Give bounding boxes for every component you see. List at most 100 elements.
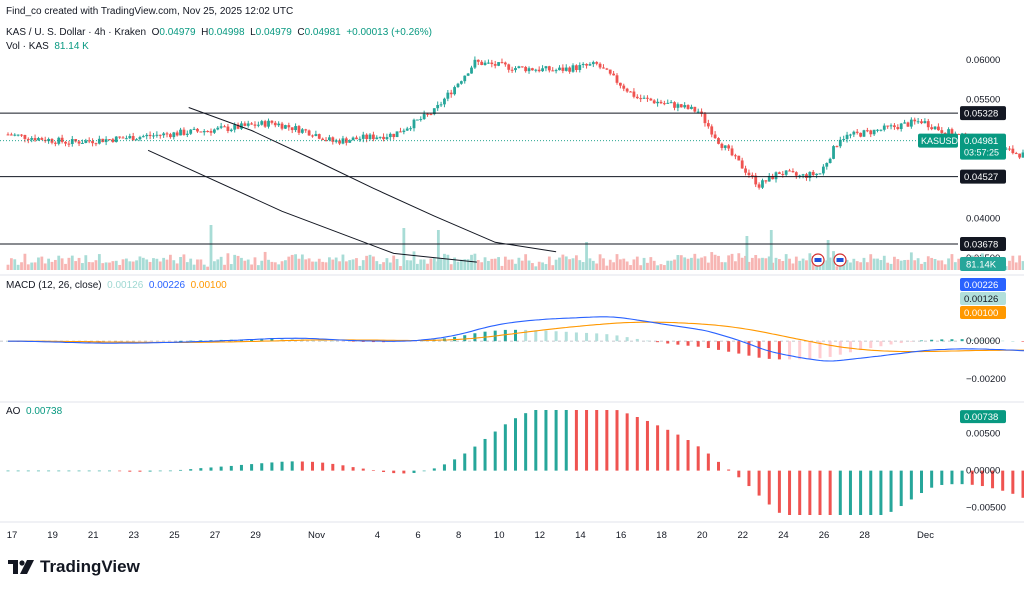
ao-bar xyxy=(422,470,426,472)
candle-body xyxy=(676,104,680,108)
volume-bar xyxy=(40,256,44,270)
candle-body xyxy=(703,113,707,124)
candle-body xyxy=(747,172,751,176)
volume-bar xyxy=(869,254,873,270)
candle-body xyxy=(128,136,132,139)
ao-bar xyxy=(371,470,375,471)
volume-bar xyxy=(957,258,961,270)
volume-bar xyxy=(923,261,927,270)
volume-bar xyxy=(443,253,446,270)
ao-bar xyxy=(666,429,670,471)
tradingview-logo[interactable]: TradingView xyxy=(8,557,140,577)
ao-bar xyxy=(1011,470,1015,494)
volume-bar xyxy=(659,264,663,270)
volume-bar xyxy=(141,257,145,270)
macd-histogram-bar xyxy=(514,329,517,342)
volume-bar xyxy=(236,255,240,270)
ao-bar xyxy=(747,470,751,487)
volume-bar xyxy=(686,258,690,270)
volume-bar xyxy=(723,262,727,270)
candle-body xyxy=(808,171,812,178)
candle-body xyxy=(466,73,470,76)
low-value: 0.04979 xyxy=(255,27,292,38)
volume-bar xyxy=(547,256,551,270)
macd-histogram-bar xyxy=(717,341,720,350)
candle-body xyxy=(453,87,456,95)
macd-histogram-bar xyxy=(341,341,345,342)
macd-histogram-bar xyxy=(848,341,852,353)
candle-body xyxy=(882,125,886,130)
volume-bar xyxy=(642,257,646,270)
volume-bar xyxy=(815,263,819,270)
candle-body xyxy=(690,106,693,109)
volume-bar xyxy=(300,254,304,270)
volume-bar xyxy=(673,259,676,270)
candle-body xyxy=(510,69,514,71)
ao-bar xyxy=(706,453,710,471)
ao-bar xyxy=(47,470,51,472)
candle-body xyxy=(138,137,142,140)
macd-histogram-bar xyxy=(635,338,639,342)
level-tag xyxy=(960,236,1006,251)
volume-bar xyxy=(767,256,771,270)
macd-histogram-bar xyxy=(909,341,913,342)
macd-histogram-bar xyxy=(991,340,995,342)
candle-body xyxy=(537,69,541,72)
candle-body xyxy=(23,134,27,139)
ao-bar xyxy=(250,464,254,471)
volume-bar xyxy=(639,265,643,270)
volume-bar xyxy=(730,253,734,270)
volume-bar xyxy=(679,255,683,270)
x-axis-label: 21 xyxy=(88,530,99,541)
volume-bar xyxy=(179,256,182,270)
volume-bar xyxy=(507,259,511,270)
ao-bar xyxy=(229,465,233,471)
macd-histogram-bar xyxy=(869,341,873,349)
macd-histogram-bar xyxy=(686,341,690,346)
ao-bar xyxy=(463,453,467,471)
volume-bar xyxy=(125,258,128,270)
ao-bar xyxy=(838,470,842,515)
ao-bar xyxy=(67,470,71,472)
volume-bar xyxy=(531,263,534,270)
candle-body xyxy=(26,138,30,140)
ao-bar xyxy=(818,470,822,515)
candle-body xyxy=(459,81,463,84)
volume-bar xyxy=(470,254,473,270)
candle-body xyxy=(514,68,517,71)
candle-body xyxy=(344,138,348,143)
ao-tag xyxy=(960,410,1006,424)
ao-bar xyxy=(432,468,436,471)
volume-bar xyxy=(155,258,159,270)
ao-bar xyxy=(544,410,548,471)
candle-body xyxy=(446,92,450,99)
candle-body xyxy=(317,134,321,139)
candle-body xyxy=(287,125,291,128)
volume-bar xyxy=(148,261,152,270)
ao-bar xyxy=(767,470,771,505)
candle-body xyxy=(500,62,504,64)
volume-bar xyxy=(595,263,599,270)
volume-bar xyxy=(77,257,81,270)
volume-bar xyxy=(703,256,707,270)
ao-bar xyxy=(605,410,609,471)
volume-bar xyxy=(544,264,548,270)
volume-bar xyxy=(399,266,402,270)
volume-bar xyxy=(503,256,507,270)
level-tag-text: 0.05328 xyxy=(964,109,998,120)
x-axis-label: Nov xyxy=(308,530,325,541)
ao-bar xyxy=(219,466,223,471)
volume-bar xyxy=(344,261,348,270)
volume-bar xyxy=(165,259,169,270)
candle-body xyxy=(33,138,37,141)
candle-body xyxy=(280,123,284,129)
candle-body xyxy=(581,63,585,66)
candle-body xyxy=(838,139,842,147)
candle-body xyxy=(290,127,294,131)
volume-bar xyxy=(402,228,406,270)
candle-body xyxy=(652,100,656,104)
candle-body xyxy=(64,141,67,144)
macd-histogram-bar xyxy=(706,341,710,348)
volume-bar xyxy=(608,259,612,270)
